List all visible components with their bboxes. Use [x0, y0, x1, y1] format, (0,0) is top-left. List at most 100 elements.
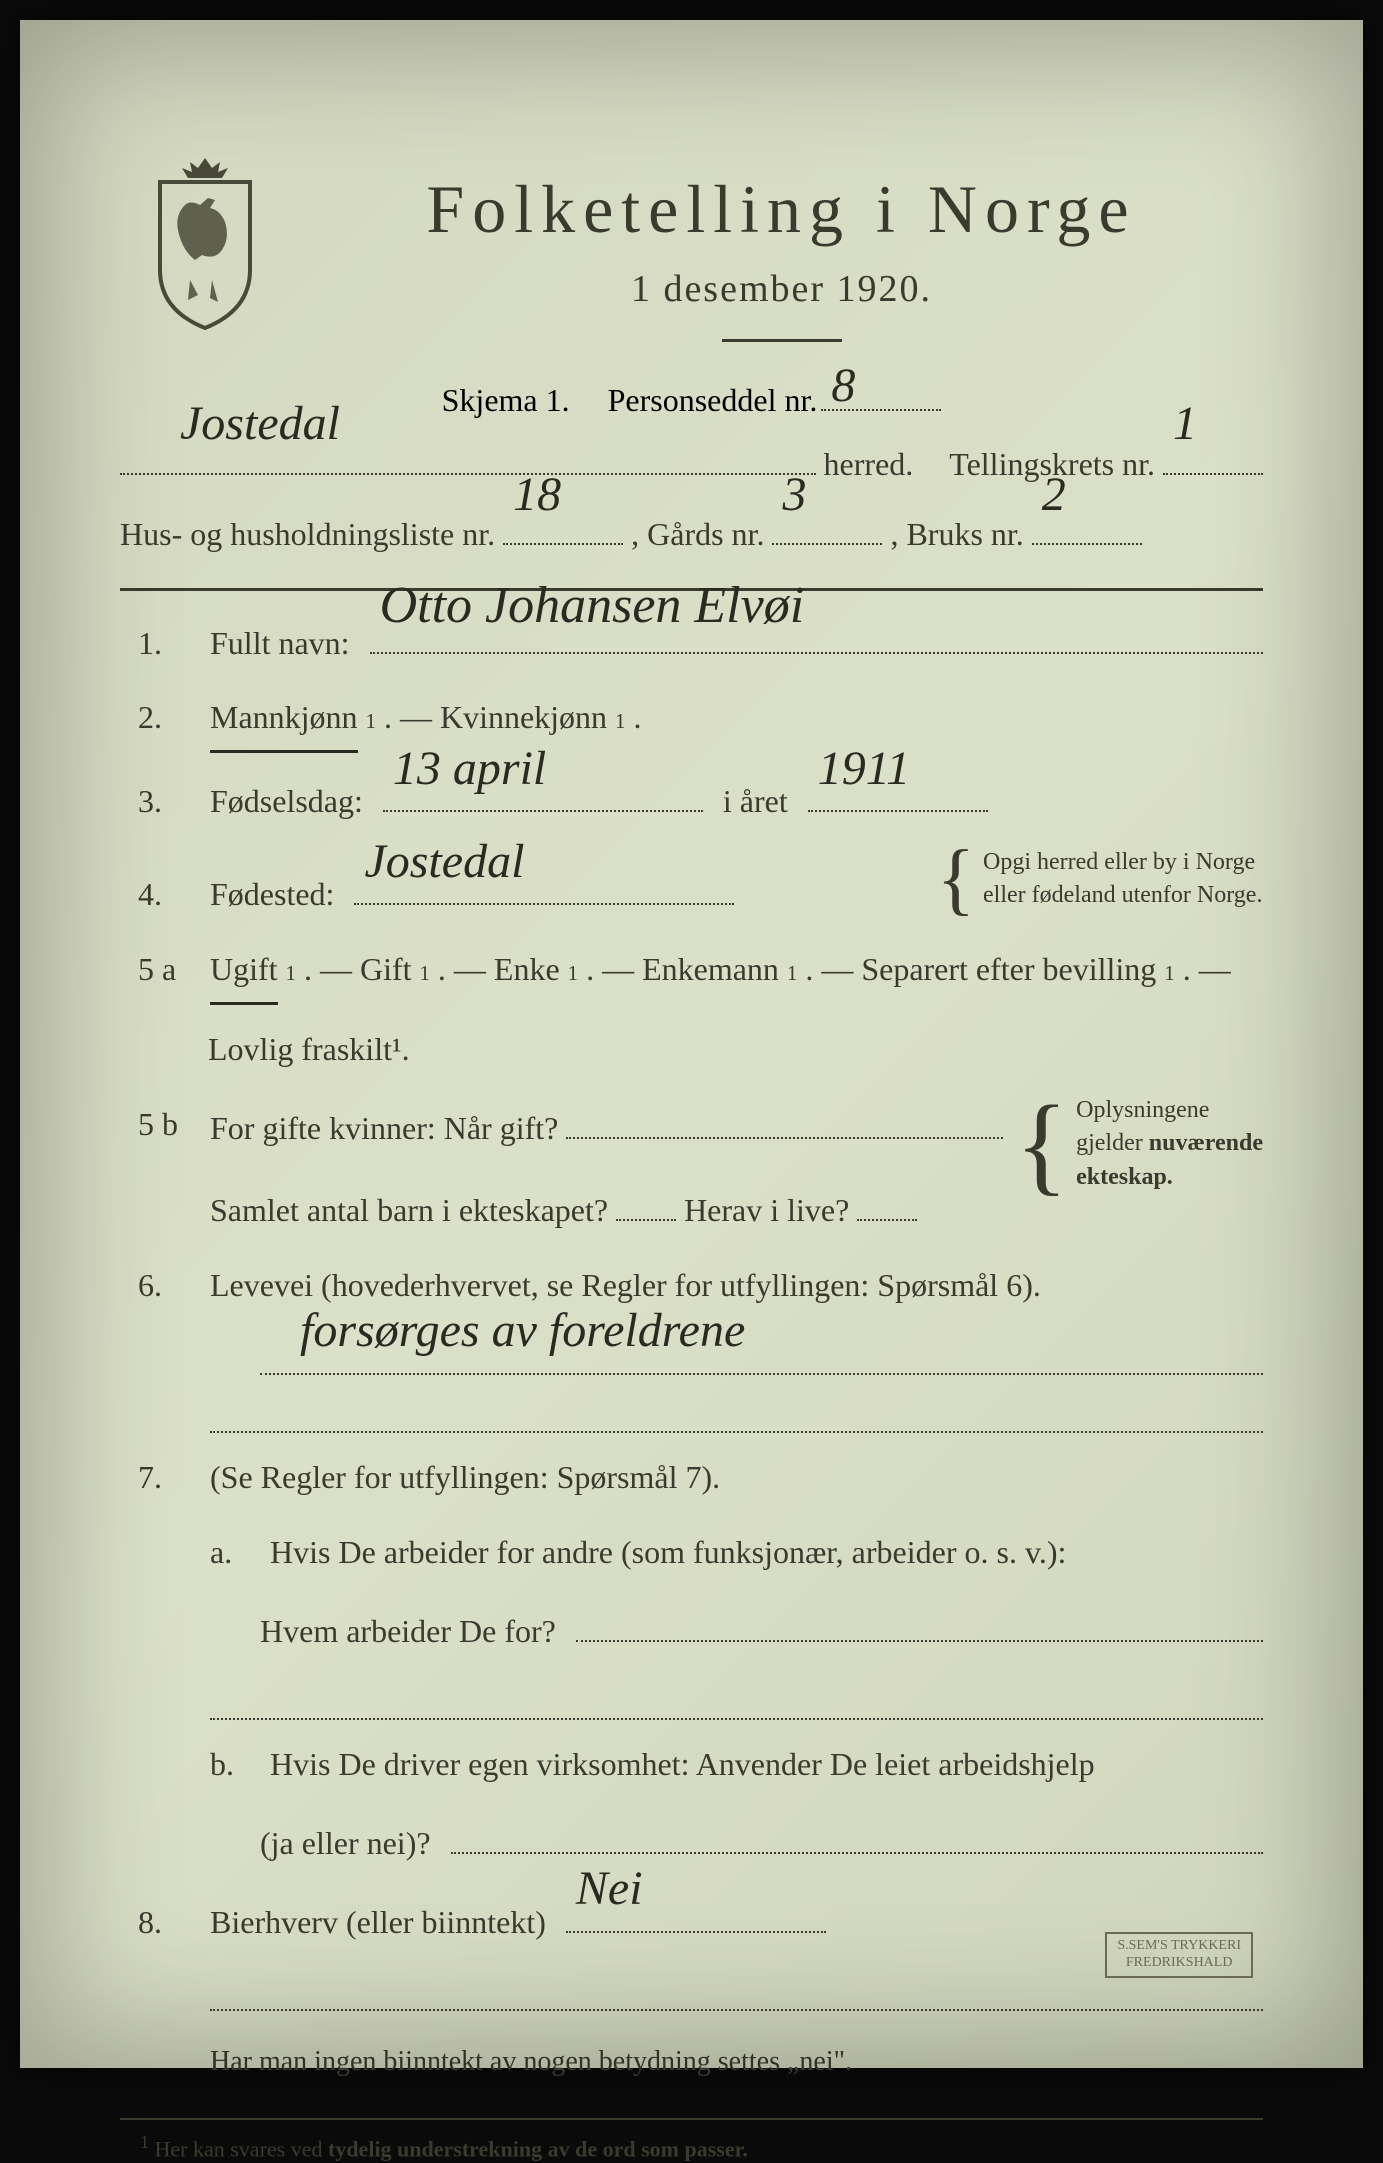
q2-row: 2. Mannkjønn1. — Kvinnekjønn1. — [120, 687, 1263, 753]
q6-field: forsørges av foreldrene — [260, 1330, 1263, 1375]
q5a-row: 5 a Ugift1. — Gift1. — Enke1. — Enkemann… — [120, 939, 1263, 1005]
bruks-field: 2 — [1032, 501, 1142, 546]
husliste-field: 18 — [503, 501, 623, 546]
q6-num: 6. — [120, 1255, 190, 1316]
brace-icon: { — [1015, 1100, 1068, 1188]
q7a-blank — [120, 1676, 1263, 1721]
bruks-label: Bruks nr. — [906, 499, 1023, 569]
header-block: Folketelling i Norge 1 desember 1920. — [120, 150, 1263, 342]
q7a-letter: a. — [210, 1522, 250, 1583]
q4-field: Jostedal — [354, 861, 734, 906]
q5a-options2: Lovlig fraskilt¹. — [208, 1019, 410, 1080]
stamp-l2: FREDRIKSHALD — [1117, 1955, 1241, 1972]
gards-value: 3 — [782, 442, 806, 548]
herred-label: herred. — [824, 429, 914, 499]
tellingskrets-field: 1 — [1163, 430, 1263, 475]
q5a-content: Ugift1. — Gift1. — Enke1. — Enkemann1. —… — [210, 939, 1263, 1005]
q8-row: 8. Bierhverv (eller biinntekt) Nei — [120, 1888, 1263, 1953]
q1-value: Otto Johansen Elvøi — [380, 557, 805, 656]
q7a-row2: Hvem arbeider De for? — [120, 1597, 1263, 1662]
q3-day-field: 13 april — [383, 767, 703, 812]
q5b-note-block: { Oplysningene gjelder nuværende ekteska… — [1015, 1094, 1263, 1195]
q5a-ugift: Ugift — [210, 939, 278, 1005]
q7b-letter: b. — [210, 1734, 250, 1795]
q2-num: 2. — [120, 687, 190, 748]
footnote-text-a: Her kan svares ved — [155, 2137, 329, 2162]
q6-blank-field — [210, 1389, 1263, 1434]
bruks-value: 2 — [1042, 442, 1066, 548]
q5b-note-l3: ekteskap. — [1076, 1164, 1173, 1190]
q5b-l1-field — [566, 1094, 1003, 1139]
q7b-row2: (ja eller nei)? — [120, 1809, 1263, 1874]
herred-line: Jostedal herred. Tellingskrets nr. 1 — [120, 429, 1263, 499]
q3-year-value: 1911 — [818, 723, 910, 814]
q7-num: 7. — [120, 1447, 190, 1508]
q8-blank — [120, 1966, 1263, 2011]
stamp-l1: S.SEM'S TRYKKERI — [1117, 1938, 1241, 1955]
coat-of-arms-icon — [140, 150, 270, 330]
q2-content: Mannkjønn1. — Kvinnekjønn1. — [210, 687, 1263, 753]
q5b-line2: Samlet antal barn i ekteskapet? Herav i … — [210, 1176, 1003, 1241]
footnote-text-b: tydelig understrekning av de ord som pas… — [328, 2137, 748, 2162]
q3-label: Fødselsdag: — [210, 771, 363, 832]
q3-year-field: 1911 — [808, 767, 988, 812]
questions-block: 1. Fullt navn: Otto Johansen Elvøi 2. Ma… — [120, 609, 1263, 2089]
q7a-l2: Hvem arbeider De for? — [260, 1601, 556, 1662]
q6-blank-row — [120, 1389, 1263, 1434]
q7b-row: b. Hvis De driver egen virksomhet: Anven… — [120, 1734, 1263, 1795]
q7a-row: a. Hvis De arbeider for andre (som funks… — [120, 1522, 1263, 1583]
q5b-wrap: For gifte kvinner: Når gift? Samlet anta… — [210, 1094, 1263, 1241]
main-title: Folketelling i Norge — [300, 170, 1263, 249]
q7a-field — [576, 1597, 1263, 1642]
q5a-content2: Lovlig fraskilt¹. — [208, 1019, 1263, 1080]
q1-num: 1. — [120, 613, 190, 674]
q5b-l2b-field — [857, 1176, 917, 1221]
shield-svg — [140, 150, 270, 330]
subtitle-date: 1 desember 1920. — [300, 267, 1263, 311]
footer-note: Har man ingen biinntekt av nogen betydni… — [210, 2035, 852, 2088]
husliste-value: 18 — [513, 442, 561, 548]
q3-num: 3. — [120, 771, 190, 832]
footer-note-row: Har man ingen biinntekt av nogen betydni… — [120, 2035, 1263, 2088]
q1-label: Fullt navn: — [210, 613, 350, 674]
personseddel-label: Personseddel nr. — [608, 382, 818, 418]
footnote-divider — [120, 2118, 1263, 2120]
footnote-num: 1 — [140, 2132, 149, 2152]
q1-field: Otto Johansen Elvøi — [370, 609, 1263, 654]
q5b-left: For gifte kvinner: Når gift? Samlet anta… — [210, 1094, 1003, 1241]
q8-num: 8. — [120, 1892, 190, 1953]
q3-year-label: i året — [723, 771, 788, 832]
q7b-field — [451, 1809, 1263, 1854]
tellingskrets-value: 1 — [1173, 371, 1197, 477]
q4-note-block: { Opgi herred eller by i Norge eller fød… — [937, 846, 1263, 913]
q5b-l2a-field — [616, 1176, 676, 1221]
q5b-l2b: Herav i live? — [684, 1180, 849, 1241]
q4-note: Opgi herred eller by i Norge eller fødel… — [983, 846, 1263, 913]
q5b-l2a: Samlet antal barn i ekteskapet? — [210, 1180, 608, 1241]
q7b-l2: (ja eller nei)? — [260, 1813, 431, 1874]
q4-value: Jostedal — [364, 816, 524, 907]
q5b-row: 5 b For gifte kvinner: Når gift? Samlet … — [120, 1094, 1263, 1241]
q7a-blank-field — [210, 1676, 1263, 1721]
q6-value-row: forsørges av foreldrene — [120, 1330, 1263, 1375]
gards-field: 3 — [772, 501, 882, 546]
q3-row: 3. Fødselsdag: 13 april i året 1911 — [120, 767, 1263, 832]
q1-row: 1. Fullt navn: Otto Johansen Elvøi — [120, 609, 1263, 674]
footnote: 1 Her kan svares ved tydelig understrekn… — [120, 2132, 1263, 2162]
q6-value: forsørges av foreldrene — [300, 1285, 745, 1376]
q5b-note: Oplysningene gjelder nuværende ekteskap. — [1076, 1094, 1263, 1195]
q5b-line1: For gifte kvinner: Når gift? — [210, 1094, 1003, 1159]
q7-intro: (Se Regler for utfyllingen: Spørsmål 7). — [210, 1447, 720, 1508]
personseddel-field: 8 — [821, 389, 941, 411]
title-rule — [722, 339, 842, 342]
q5b-num: 5 b — [120, 1094, 190, 1155]
q4-row: 4. Fødested: Jostedal { Opgi herred elle… — [120, 846, 1263, 925]
q7b-l1: Hvis De driver egen virksomhet: Anvender… — [270, 1734, 1095, 1795]
q2-male: Mannkjønn — [210, 687, 358, 753]
brace-icon: { — [937, 847, 975, 911]
q7-row: 7. (Se Regler for utfyllingen: Spørsmål … — [120, 1447, 1263, 1508]
q5b-note-l2: gjelder nuværende — [1076, 1130, 1263, 1156]
q3-day-value: 13 april — [393, 723, 546, 814]
q4-num: 4. — [120, 864, 190, 925]
herred-field: Jostedal — [120, 430, 816, 475]
